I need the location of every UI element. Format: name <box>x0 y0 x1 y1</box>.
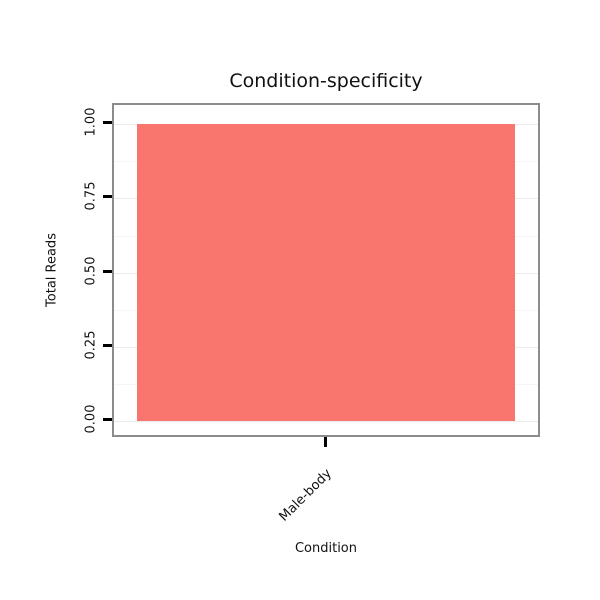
plot-panel <box>112 103 540 437</box>
x-axis-label: Condition <box>294 541 358 556</box>
bar <box>137 124 515 421</box>
y-tick-mark <box>103 418 112 421</box>
gridline <box>114 421 538 422</box>
chart-title: Condition-specificity <box>229 70 423 92</box>
y-tick-label: 0.50 <box>83 256 99 286</box>
y-tick-mark <box>103 195 112 198</box>
x-tick-label: Male-body <box>276 466 336 525</box>
y-tick-mark <box>103 344 112 347</box>
y-tick-label: 1.00 <box>83 107 99 137</box>
y-tick-label: 0.00 <box>83 404 99 434</box>
y-axis-label: Total Reads <box>44 233 60 307</box>
y-tick-label: 0.25 <box>83 330 99 360</box>
y-tick-label: 0.75 <box>83 181 99 211</box>
x-tick-mark <box>324 437 327 447</box>
y-tick-mark <box>103 270 112 273</box>
y-tick-mark <box>103 121 112 124</box>
